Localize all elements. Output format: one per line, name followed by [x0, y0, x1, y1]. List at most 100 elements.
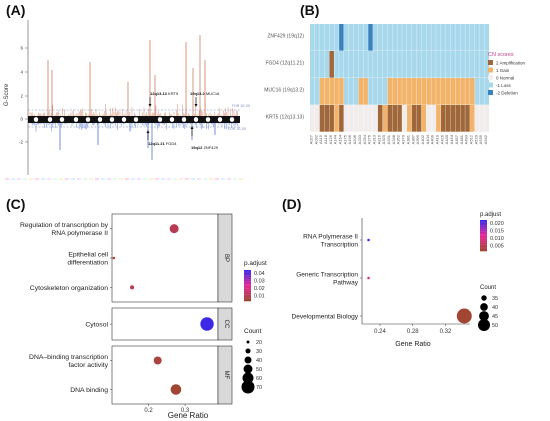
heatmap-cell [373, 105, 378, 132]
a-band-hole [229, 117, 235, 122]
heatmap-cell [470, 24, 475, 51]
legend-label: -1 Loss [496, 83, 512, 88]
go-facet-label: BP [223, 254, 229, 262]
heatmap-cell [343, 24, 349, 51]
arrowhead-muc16 [194, 104, 198, 107]
heatmap-col-label: A457 [454, 134, 459, 144]
heatmap-cell [411, 24, 417, 51]
reactome-term-label: Generic Transcription [296, 272, 358, 279]
a-y-tick-label: -2 [19, 140, 23, 145]
heatmap-cell [368, 78, 373, 105]
a-artifact-cell [65, 178, 69, 180]
arrowhead-krt5 [148, 104, 152, 107]
a-band-hole [133, 117, 139, 122]
heatmap-cell [436, 24, 441, 51]
go-dot [200, 317, 214, 331]
reactome-colorbar-step [480, 244, 487, 247]
a-artifact-cell [29, 178, 33, 180]
heatmap-cell [319, 51, 325, 78]
heatmap-col-label: A454 [449, 134, 454, 144]
heatmap-cell [314, 78, 320, 105]
a-artifact-cell [83, 178, 87, 180]
reactome-colorbar-tick: 0.015 [490, 229, 504, 235]
reactome-colorbar-step [480, 220, 487, 222]
heatmap-cell [474, 105, 480, 132]
a-band-hole [157, 117, 163, 122]
heatmap-cell [436, 78, 441, 105]
heatmap-cell [387, 51, 393, 78]
heatmap-cell [377, 24, 383, 51]
heatmap-cell [358, 51, 364, 78]
reactome-colorbar-tick: 0.010 [490, 236, 504, 242]
reactome-colorbar-step [480, 225, 487, 227]
heatmap-cell [421, 24, 427, 51]
a-artifact-cell [77, 178, 81, 180]
heatmap-cell [319, 78, 325, 105]
go-colorbar-step [244, 279, 251, 281]
heatmap-cell [440, 24, 446, 51]
a-band-hole [193, 117, 199, 122]
reactome-size-dot [479, 311, 489, 321]
reactome-size-dot [480, 303, 488, 311]
heatmap-col-label: A196 [347, 134, 352, 144]
heatmap-cell [397, 78, 402, 105]
heatmap-cell [373, 51, 378, 78]
reactome-colorbar-step [480, 246, 487, 248]
a-artifact-cell [137, 178, 141, 180]
heatmap-cell [440, 105, 446, 132]
heatmap-cell [377, 105, 383, 132]
heatmap-cell [324, 78, 330, 105]
heatmap-cell [407, 78, 412, 105]
heatmap-cell [445, 24, 451, 51]
heatmap-cell [363, 24, 368, 51]
a-artifact-cell [167, 178, 171, 180]
go-facet-strip [217, 213, 233, 303]
heatmap-cell [373, 78, 378, 105]
heatmap-cell [363, 78, 368, 105]
heatmap-cell [310, 78, 315, 105]
heatmap-cell [339, 78, 344, 105]
go-size-dot [242, 372, 254, 384]
heatmap-cell [479, 51, 485, 78]
heatmap-cell [484, 51, 490, 78]
a-artifact-cell [179, 178, 183, 180]
go-colorbar-step [244, 298, 251, 300]
heatmap-col-label: A520 [473, 134, 478, 144]
arrowhead-znf429 [190, 126, 194, 129]
reactome-colorbar-step [480, 226, 487, 228]
a-artifact-cell [149, 178, 153, 180]
heatmap-cell [411, 51, 417, 78]
a-artifact-cell [47, 178, 51, 180]
go-colorbar-step [244, 284, 251, 286]
go-colorbar-tick: 0.04 [254, 271, 265, 277]
reactome-colorbar-step [480, 234, 487, 236]
reactome-colorbar-step [480, 235, 487, 237]
heatmap-cell [310, 51, 315, 78]
heatmap-col-label: A399 [415, 134, 420, 144]
annot-znf429: 19q12 ZNF429 [191, 145, 219, 150]
heatmap-cells [310, 24, 490, 132]
heatmap-cell [416, 24, 422, 51]
reactome-colorbar-step [480, 233, 487, 235]
legend-swatch [488, 60, 493, 65]
reactome-size-dot [478, 319, 490, 331]
heatmap-cell [392, 51, 397, 78]
heatmap-col-label: A206 [352, 134, 357, 144]
heatmap-cell [426, 78, 431, 105]
heatmap-cell [314, 51, 320, 78]
heatmap-cell [397, 51, 402, 78]
heatmap-cell [382, 51, 388, 78]
heatmap-cell [358, 24, 364, 51]
heatmap-cell [450, 24, 456, 51]
a-band-hole [73, 117, 79, 122]
heatmap-cell [407, 51, 412, 78]
heatmap-cell [353, 24, 359, 51]
go-colorbar-step [244, 297, 251, 299]
heatmap-col-label: A493 [464, 134, 469, 144]
go-facet-frame [111, 345, 219, 405]
panel-label-b: (B) [300, 2, 320, 18]
heatmap-cell [460, 24, 465, 51]
go-colorbar-step [244, 276, 251, 278]
go-term-label: DNA–binding transcription [29, 354, 108, 361]
